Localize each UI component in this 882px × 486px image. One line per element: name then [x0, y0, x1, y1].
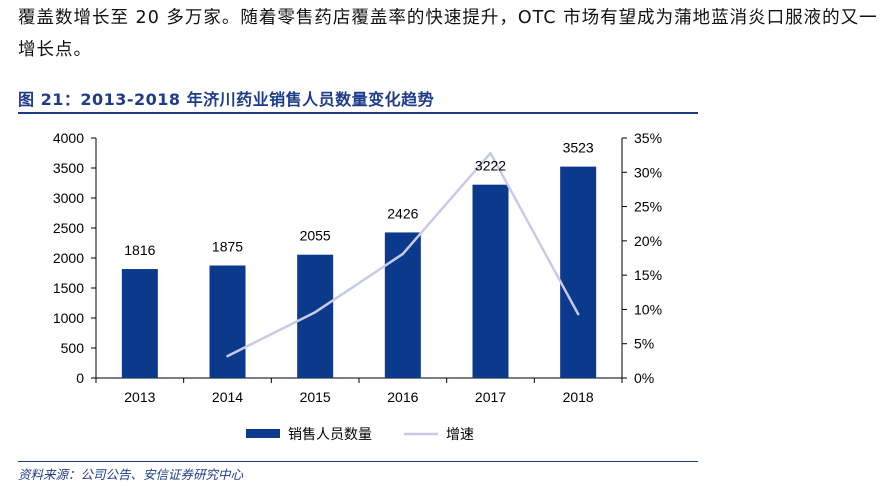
y-left-tick-label: 0: [76, 370, 84, 386]
data-label: 1875: [212, 239, 243, 255]
data-labels: 1816 1875 2055 2426 3222 3523: [124, 140, 594, 258]
chart-axes: 0 500 1000 1500 2000 2500 3000 3500 4000 0% 5% 10% 1…: [53, 130, 662, 405]
y-right-tick-label: 0%: [634, 370, 654, 386]
bar-series: [121, 166, 597, 378]
y-left-tick-label: 500: [61, 340, 85, 356]
legend-label-line: 增速: [446, 426, 474, 442]
figure-title: 图 21：2013-2018 年济川药业销售人员数量变化趋势: [18, 90, 435, 109]
y-right-tick-label: 25%: [634, 199, 662, 215]
y-right-tick-label: 35%: [634, 130, 662, 146]
y-left-tick-label: 3500: [53, 160, 84, 176]
x-tick-label: 2014: [212, 389, 243, 405]
x-tick-label: 2018: [563, 389, 594, 405]
legend: 销售人员数量 增速: [246, 426, 474, 442]
data-label: 3222: [475, 158, 506, 174]
data-label: 2426: [387, 205, 418, 221]
bar: [472, 184, 509, 378]
y-left-tick-label: 2000: [53, 250, 84, 266]
y-left-tick-label: 4000: [53, 130, 84, 146]
data-label: 3523: [563, 140, 594, 156]
x-tick-label: 2017: [475, 389, 506, 405]
data-label: 2055: [300, 228, 331, 244]
bar: [384, 232, 421, 378]
y-right-tick-label: 20%: [634, 233, 662, 249]
bar: [297, 254, 334, 378]
y-right-tick-label: 10%: [634, 301, 662, 317]
source-note: 资料来源：公司公告、安信证券研究中心: [18, 467, 244, 482]
y-right-tick-label: 5%: [634, 336, 654, 352]
growth-line: [226, 151, 580, 358]
legend-bar-swatch: [246, 429, 280, 438]
y-left-tick-label: 3000: [53, 190, 84, 206]
y-right-tick-label: 15%: [634, 267, 662, 283]
x-tick-label: 2016: [387, 389, 418, 405]
data-label: 1816: [124, 242, 155, 258]
source-divider: [18, 461, 698, 462]
intro-paragraph: 覆盖数增长至 20 多万家。随着零售药店覆盖率的快速提升，OTC 市场有望成为蒲…: [18, 8, 878, 60]
y-right-tick-label: 30%: [634, 164, 662, 180]
legend-label-bar: 销售人员数量: [288, 426, 372, 442]
x-tick-label: 2015: [300, 389, 331, 405]
y-left-tick-label: 1500: [53, 280, 84, 296]
x-tick-label: 2013: [124, 389, 155, 405]
y-left-tick-label: 1000: [53, 310, 84, 326]
bar: [121, 269, 158, 378]
line-series: [226, 151, 580, 358]
title-divider: [18, 112, 698, 114]
bar: [209, 265, 246, 378]
bar: [560, 166, 597, 378]
y-left-tick-label: 2500: [53, 220, 84, 236]
